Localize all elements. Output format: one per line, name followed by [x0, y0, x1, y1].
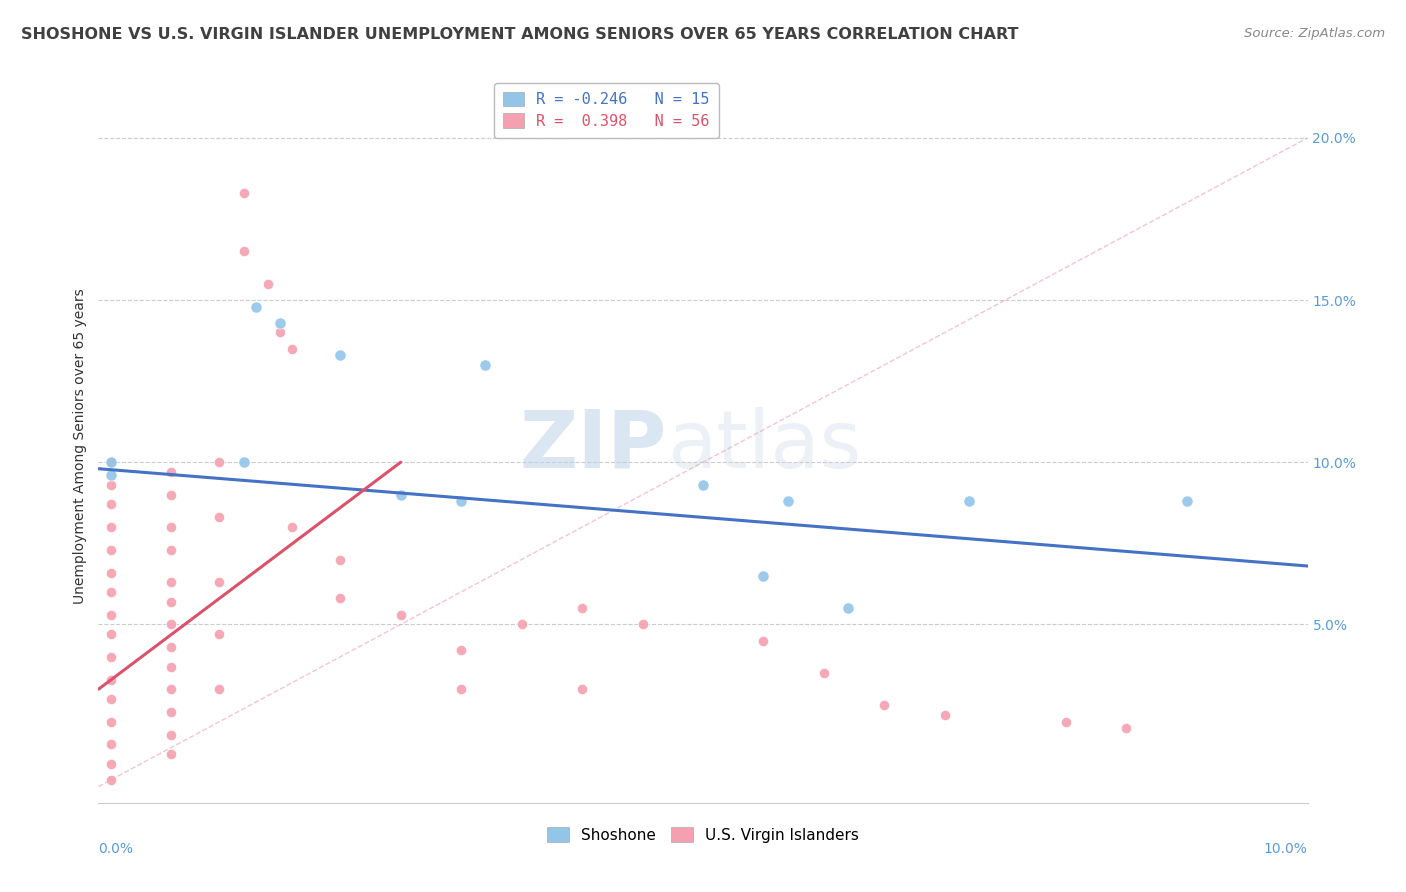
- Point: [571, 601, 593, 615]
- Point: [510, 617, 533, 632]
- Point: [208, 455, 231, 469]
- Point: [813, 666, 835, 681]
- Text: 10.0%: 10.0%: [1264, 842, 1308, 856]
- Point: [329, 348, 352, 362]
- Point: [450, 643, 472, 657]
- Point: [100, 649, 122, 664]
- Point: [100, 627, 122, 641]
- Point: [1175, 494, 1198, 508]
- Point: [837, 601, 859, 615]
- Point: [100, 455, 122, 469]
- Point: [160, 705, 183, 719]
- Point: [232, 186, 254, 200]
- Point: [692, 478, 714, 492]
- Point: [281, 342, 304, 356]
- Point: [752, 633, 775, 648]
- Y-axis label: Unemployment Among Seniors over 65 years: Unemployment Among Seniors over 65 years: [73, 288, 87, 604]
- Text: SHOSHONE VS U.S. VIRGIN ISLANDER UNEMPLOYMENT AMONG SENIORS OVER 65 YEARS CORREL: SHOSHONE VS U.S. VIRGIN ISLANDER UNEMPLO…: [21, 27, 1018, 42]
- Text: 0.0%: 0.0%: [98, 842, 134, 856]
- Point: [160, 542, 183, 557]
- Point: [100, 455, 122, 469]
- Point: [100, 756, 122, 771]
- Point: [100, 585, 122, 599]
- Point: [232, 244, 254, 259]
- Point: [100, 607, 122, 622]
- Text: ZIP: ZIP: [519, 407, 666, 485]
- Point: [873, 698, 896, 713]
- Point: [232, 455, 254, 469]
- Point: [100, 673, 122, 687]
- Point: [329, 552, 352, 566]
- Text: atlas: atlas: [666, 407, 860, 485]
- Point: [281, 520, 304, 534]
- Point: [256, 277, 278, 291]
- Point: [100, 566, 122, 580]
- Point: [208, 682, 231, 697]
- Point: [100, 714, 122, 729]
- Point: [776, 494, 799, 508]
- Point: [208, 627, 231, 641]
- Point: [160, 595, 183, 609]
- Point: [389, 607, 412, 622]
- Point: [160, 617, 183, 632]
- Point: [100, 542, 122, 557]
- Point: [100, 520, 122, 534]
- Point: [160, 640, 183, 654]
- Point: [957, 494, 980, 508]
- Point: [100, 478, 122, 492]
- Point: [160, 488, 183, 502]
- Legend: Shoshone, U.S. Virgin Islanders: Shoshone, U.S. Virgin Islanders: [541, 821, 865, 848]
- Point: [631, 617, 654, 632]
- Point: [571, 682, 593, 697]
- Point: [1115, 721, 1137, 735]
- Point: [160, 728, 183, 742]
- Point: [269, 326, 291, 340]
- Point: [160, 659, 183, 673]
- Point: [208, 510, 231, 524]
- Point: [752, 568, 775, 582]
- Text: Source: ZipAtlas.com: Source: ZipAtlas.com: [1244, 27, 1385, 40]
- Point: [100, 738, 122, 752]
- Point: [269, 316, 291, 330]
- Point: [389, 488, 412, 502]
- Point: [160, 575, 183, 590]
- Point: [1054, 714, 1077, 729]
- Point: [450, 494, 472, 508]
- Point: [329, 591, 352, 606]
- Point: [160, 747, 183, 761]
- Point: [208, 575, 231, 590]
- Point: [100, 497, 122, 511]
- Point: [160, 682, 183, 697]
- Point: [934, 708, 956, 723]
- Point: [474, 358, 496, 372]
- Point: [245, 300, 267, 314]
- Point: [100, 692, 122, 706]
- Point: [100, 773, 122, 788]
- Point: [160, 520, 183, 534]
- Point: [450, 682, 472, 697]
- Point: [100, 468, 122, 483]
- Point: [160, 465, 183, 479]
